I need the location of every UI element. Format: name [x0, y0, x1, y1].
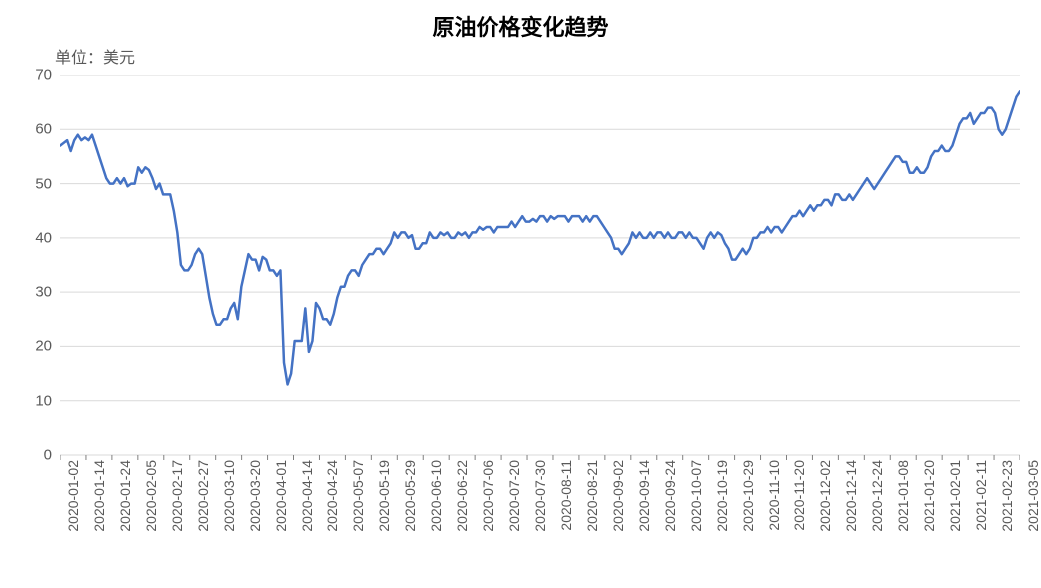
- x-tick-label: 2020-04-14: [299, 460, 315, 532]
- y-tick-label: 40: [35, 229, 52, 246]
- chart-container: 原油价格变化趋势 单位：美元 010203040506070 2020-01-0…: [0, 0, 1041, 588]
- x-tick-label: 2020-11-10: [766, 460, 782, 531]
- x-tick-label: 2020-02-17: [169, 460, 185, 532]
- x-tick-label: 2020-12-24: [869, 460, 885, 532]
- x-tick-label: 2020-01-24: [117, 460, 133, 532]
- x-tick-label: 2020-01-02: [65, 460, 81, 532]
- x-tick-label: 2020-08-21: [584, 460, 600, 532]
- x-tick-label: 2020-11-20: [791, 460, 807, 531]
- x-tick-label: 2020-10-29: [740, 460, 756, 532]
- x-tick-label: 2020-06-22: [454, 460, 470, 532]
- x-axis-labels: 2020-01-02 2020-01-14 2020-01-24 2020-02-05…: [60, 460, 1020, 580]
- chart-subtitle: 单位：美元: [55, 44, 135, 68]
- x-tick-label: 2020-12-14: [843, 460, 859, 532]
- x-tick-label: 2020-04-24: [324, 460, 340, 532]
- x-tick-label: 2021-02-11: [973, 460, 989, 531]
- x-tick-label: 2020-09-02: [610, 460, 626, 532]
- x-tick-label: 2020-05-29: [402, 460, 418, 532]
- x-tick-label: 2020-07-06: [480, 460, 496, 532]
- x-tick-label: 2020-02-27: [195, 460, 211, 532]
- y-tick-label: 10: [35, 392, 52, 409]
- x-tick-label: 2020-03-20: [247, 460, 263, 532]
- x-tick-label: 2020-01-14: [91, 460, 107, 532]
- y-tick-label: 30: [35, 284, 52, 301]
- x-tick-label: 2020-05-19: [376, 460, 392, 532]
- x-tick-label: 2021-01-08: [895, 460, 911, 532]
- x-tick-label: 2021-02-23: [999, 460, 1015, 532]
- x-tick-label: 2021-01-20: [921, 460, 937, 532]
- chart-title: 原油价格变化趋势: [0, 10, 1041, 42]
- y-tick-label: 50: [35, 175, 52, 192]
- x-tick-label: 2020-07-30: [532, 460, 548, 532]
- x-tick-label: 2020-07-20: [506, 460, 522, 532]
- x-tick-label: 2020-12-02: [817, 460, 833, 532]
- x-tick-label: 2020-05-07: [350, 460, 366, 532]
- x-tick-label: 2021-03-05: [1025, 460, 1041, 532]
- y-tick-label: 70: [35, 67, 52, 84]
- x-tick-label: 2020-09-14: [636, 460, 652, 532]
- y-tick-label: 60: [35, 121, 52, 138]
- x-tick-label: 2021-02-01: [947, 460, 963, 532]
- y-tick-label: 0: [44, 447, 52, 464]
- x-tick-label: 2020-02-05: [143, 460, 159, 532]
- x-tick-label: 2020-03-10: [221, 460, 237, 532]
- x-tick-label: 2020-09-24: [662, 460, 678, 532]
- plot-area: 010203040506070: [60, 75, 1020, 455]
- y-tick-label: 20: [35, 338, 52, 355]
- chart-svg: [60, 75, 1020, 461]
- x-tick-label: 2020-06-10: [428, 460, 444, 532]
- x-tick-label: 2020-10-07: [688, 460, 704, 532]
- x-tick-label: 2020-04-01: [273, 460, 289, 532]
- x-tick-label: 2020-10-19: [714, 460, 730, 532]
- x-tick-label: 2020-08-11: [558, 460, 574, 531]
